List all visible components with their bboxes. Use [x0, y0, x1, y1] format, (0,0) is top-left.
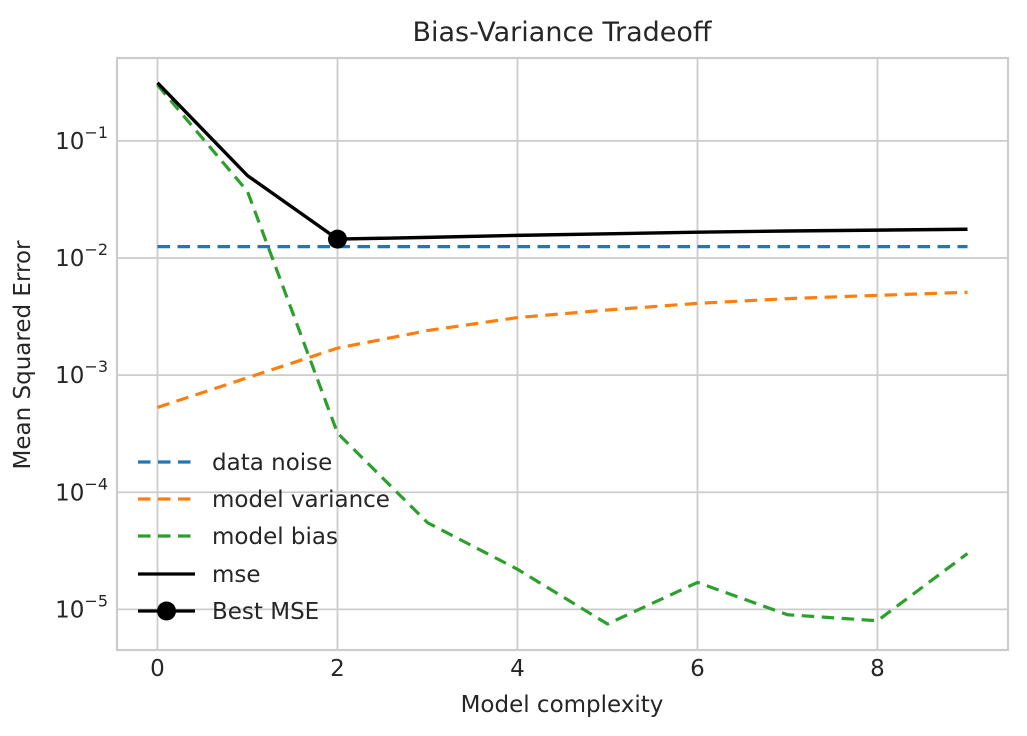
x-axis-label: Model complexity [461, 692, 664, 718]
y-tick-label: 10−3 [55, 357, 108, 389]
legend-marker-dot [157, 601, 176, 621]
y-tick-label: 10−1 [55, 123, 108, 155]
series-line-model-variance [156, 290, 968, 409]
legend-label: model bias [212, 524, 338, 550]
y-tick-label: 10−5 [55, 591, 108, 623]
legend-label: mse [212, 562, 261, 588]
chart-title: Bias-Variance Tradeoff [412, 17, 712, 48]
y-tick-label: 10−4 [55, 474, 108, 506]
legend-entry-data-noise: data noise [138, 450, 332, 476]
legend-label: model variance [212, 487, 390, 513]
best-mse-point [328, 229, 347, 249]
series-line-mse [156, 81, 968, 241]
y-axis-label: Mean Squared Error [10, 240, 36, 469]
x-tick-label: 2 [330, 656, 345, 682]
series-line-model-bias [156, 83, 969, 626]
x-tick-label: 6 [690, 656, 705, 682]
data-series-lines [156, 81, 969, 626]
x-tick-label: 4 [510, 656, 525, 682]
plot-border [115, 56, 1010, 652]
legend: data noise model variance model bias mse Bes… [138, 450, 390, 625]
legend-entry-mse: mse [138, 562, 261, 588]
x-tick-label: 0 [150, 656, 165, 682]
y-tick-label: 10−2 [55, 240, 108, 272]
axes-spines [115, 56, 1010, 652]
best-mse-marker [328, 229, 347, 249]
legend-entry-Best-MSE: Best MSE [138, 599, 319, 625]
y-tick-labels: 10−1 10−2 10−3 10−4 10−5 [55, 123, 108, 624]
legend-entry-model-bias: model bias [138, 524, 338, 550]
gridlines [117, 58, 1008, 650]
legend-label: Best MSE [212, 599, 319, 625]
x-tick-label: 8 [870, 656, 885, 682]
legend-entry-model-variance: model variance [138, 487, 390, 513]
legend-label: data noise [212, 450, 332, 476]
x-tick-labels: 0 2 4 6 8 [150, 656, 885, 682]
